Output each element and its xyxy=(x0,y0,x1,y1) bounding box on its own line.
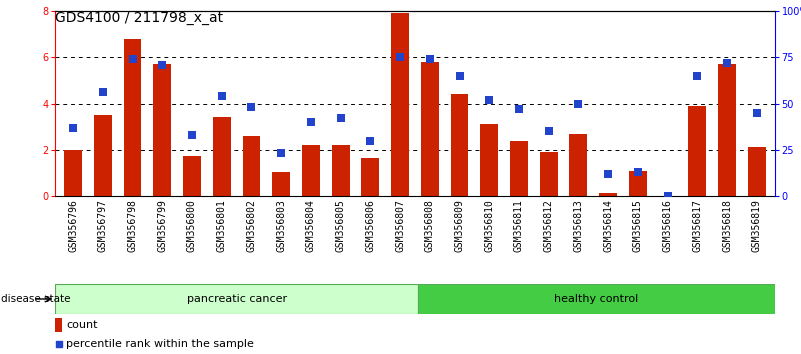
Bar xyxy=(421,62,439,196)
Bar xyxy=(213,118,231,196)
Text: GSM356810: GSM356810 xyxy=(485,199,494,251)
Text: GSM356809: GSM356809 xyxy=(454,199,465,251)
Point xyxy=(52,341,65,347)
Text: count: count xyxy=(66,320,98,330)
Bar xyxy=(302,145,320,196)
Text: GSM356804: GSM356804 xyxy=(306,199,316,251)
Point xyxy=(721,60,734,65)
Bar xyxy=(94,115,112,196)
Point xyxy=(691,73,704,79)
Text: GDS4100 / 211798_x_at: GDS4100 / 211798_x_at xyxy=(55,11,223,25)
Text: GSM356815: GSM356815 xyxy=(633,199,643,251)
Bar xyxy=(332,145,349,196)
Point xyxy=(96,90,109,95)
Text: percentile rank within the sample: percentile rank within the sample xyxy=(66,339,254,349)
Bar xyxy=(540,152,557,196)
Bar xyxy=(391,13,409,196)
Point xyxy=(602,171,614,177)
Point xyxy=(393,55,406,60)
Bar xyxy=(418,284,775,314)
Bar xyxy=(123,39,142,196)
Point xyxy=(364,138,376,143)
Text: GSM356800: GSM356800 xyxy=(187,199,197,251)
Text: GSM356796: GSM356796 xyxy=(68,199,78,251)
Point xyxy=(453,73,466,79)
Bar xyxy=(153,64,171,196)
Bar xyxy=(570,133,587,196)
Text: GSM356814: GSM356814 xyxy=(603,199,613,251)
Point xyxy=(245,104,258,110)
Point xyxy=(156,62,169,68)
Bar xyxy=(629,171,646,196)
Text: GSM356811: GSM356811 xyxy=(514,199,524,251)
Text: pancreatic cancer: pancreatic cancer xyxy=(187,294,287,304)
Bar xyxy=(599,193,617,196)
Bar xyxy=(718,64,736,196)
Point xyxy=(424,56,437,62)
Point xyxy=(661,193,674,199)
Point xyxy=(126,56,139,62)
Text: GSM356798: GSM356798 xyxy=(127,199,138,251)
Bar xyxy=(272,172,290,196)
Point xyxy=(66,125,79,130)
Text: GSM356807: GSM356807 xyxy=(395,199,405,251)
Bar xyxy=(688,106,706,196)
Text: GSM356819: GSM356819 xyxy=(751,199,762,251)
Bar xyxy=(361,158,379,196)
Point xyxy=(186,132,199,138)
Point xyxy=(631,169,644,175)
Point xyxy=(334,115,347,121)
Text: GSM356805: GSM356805 xyxy=(336,199,345,251)
Text: GSM356808: GSM356808 xyxy=(425,199,435,251)
Text: GSM356813: GSM356813 xyxy=(574,199,583,251)
Text: GSM356817: GSM356817 xyxy=(692,199,702,251)
Text: GSM356812: GSM356812 xyxy=(544,199,553,251)
Text: GSM356816: GSM356816 xyxy=(662,199,673,251)
Point xyxy=(572,101,585,106)
Bar xyxy=(55,318,62,332)
Point xyxy=(215,93,228,99)
Text: GSM356806: GSM356806 xyxy=(365,199,376,251)
Text: disease state: disease state xyxy=(1,294,70,304)
Text: GSM356797: GSM356797 xyxy=(98,199,108,251)
Bar xyxy=(64,150,82,196)
Text: GSM356801: GSM356801 xyxy=(217,199,227,251)
Bar xyxy=(510,141,528,196)
Point xyxy=(542,129,555,134)
Point xyxy=(304,119,317,125)
Text: GSM356799: GSM356799 xyxy=(157,199,167,251)
Point xyxy=(751,110,763,116)
Text: GSM356802: GSM356802 xyxy=(247,199,256,251)
Bar xyxy=(55,284,418,314)
Bar xyxy=(748,147,766,196)
Text: GSM356818: GSM356818 xyxy=(722,199,732,251)
Bar xyxy=(183,155,201,196)
Point xyxy=(275,150,288,156)
Bar xyxy=(481,124,498,196)
Point xyxy=(483,97,496,103)
Bar xyxy=(243,136,260,196)
Text: GSM356803: GSM356803 xyxy=(276,199,286,251)
Bar xyxy=(451,94,469,196)
Text: healthy control: healthy control xyxy=(554,294,638,304)
Point xyxy=(513,106,525,112)
